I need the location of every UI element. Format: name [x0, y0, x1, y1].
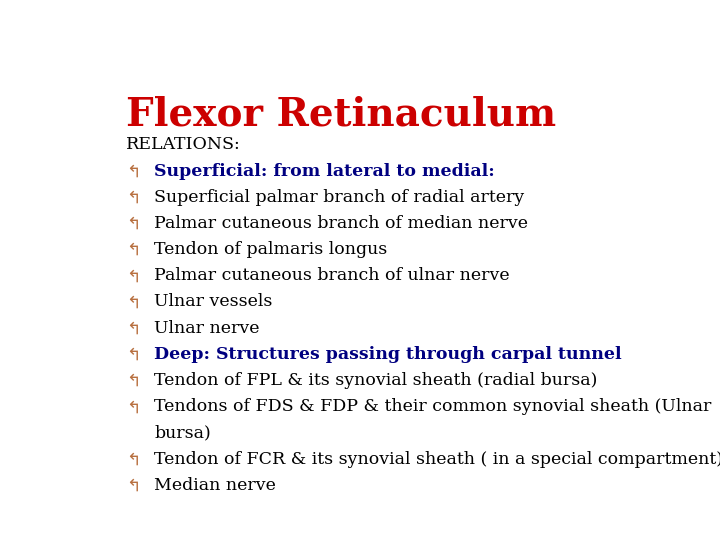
- Text: Median nerve: Median nerve: [154, 477, 276, 494]
- Text: ↰: ↰: [126, 215, 141, 233]
- Text: ↰: ↰: [126, 267, 141, 285]
- Text: ↰: ↰: [126, 399, 141, 416]
- Text: ↰: ↰: [126, 451, 141, 469]
- Text: ↰: ↰: [126, 477, 141, 495]
- Text: Ulnar nerve: Ulnar nerve: [154, 320, 260, 336]
- Text: Superficial: from lateral to medial:: Superficial: from lateral to medial:: [154, 163, 495, 179]
- Text: Tendons of FDS & FDP & their common synovial sheath (Ulnar: Tendons of FDS & FDP & their common syno…: [154, 399, 711, 415]
- Text: ↰: ↰: [126, 241, 141, 259]
- Text: Tendon of palmaris longus: Tendon of palmaris longus: [154, 241, 387, 258]
- Text: RELATIONS:: RELATIONS:: [126, 136, 241, 153]
- FancyBboxPatch shape: [84, 60, 654, 485]
- Text: Flexor Retinaculum: Flexor Retinaculum: [126, 96, 557, 134]
- Text: ↰: ↰: [126, 188, 141, 207]
- Text: Palmar cutaneous branch of ulnar nerve: Palmar cutaneous branch of ulnar nerve: [154, 267, 510, 284]
- Text: Tendon of FCR & its synovial sheath ( in a special compartment): Tendon of FCR & its synovial sheath ( in…: [154, 451, 720, 468]
- Text: Deep: Structures passing through carpal tunnel: Deep: Structures passing through carpal …: [154, 346, 622, 363]
- Text: Ulnar vessels: Ulnar vessels: [154, 293, 273, 310]
- Text: ↰: ↰: [126, 320, 141, 338]
- Text: Tendon of FPL & its synovial sheath (radial bursa): Tendon of FPL & its synovial sheath (rad…: [154, 372, 598, 389]
- Text: ↰: ↰: [126, 346, 141, 364]
- Text: ↰: ↰: [126, 293, 141, 312]
- Text: ↰: ↰: [126, 163, 141, 180]
- Text: Superficial palmar branch of radial artery: Superficial palmar branch of radial arte…: [154, 188, 524, 206]
- Text: bursa): bursa): [154, 424, 211, 442]
- Text: ↰: ↰: [126, 372, 141, 390]
- Text: Palmar cutaneous branch of median nerve: Palmar cutaneous branch of median nerve: [154, 215, 528, 232]
